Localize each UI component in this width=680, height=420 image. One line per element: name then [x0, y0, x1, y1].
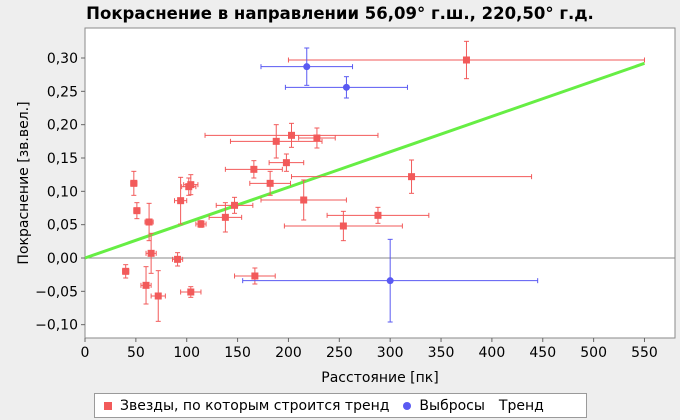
star-point: [133, 207, 141, 215]
star-point: [374, 211, 382, 219]
x-tick-label: 500: [580, 345, 607, 361]
x-tick-label: 400: [479, 345, 506, 361]
x-tick-label: 350: [428, 345, 455, 361]
x-tick-label: 0: [81, 345, 90, 361]
x-tick-label: 200: [275, 345, 302, 361]
star-point: [145, 218, 153, 226]
star-point: [272, 137, 280, 145]
legend-item-trend: Тренд: [499, 398, 544, 414]
y-tick-label: 0,25: [47, 84, 78, 100]
y-tick-label: 0,30: [47, 51, 78, 67]
legend-label-outliers: Выбросы: [419, 397, 485, 414]
star-point: [187, 181, 195, 189]
x-axis: 0 50 100 150 200 250 300 350 400 450 500 550: [81, 338, 658, 361]
trend-layer: [84, 61, 645, 260]
outlier-point: [303, 63, 311, 71]
legend-item-stars: Звезды, по которым строится тренд: [104, 398, 389, 414]
y-axis: −0,10 −0,05 0,00 0,05 0,10 0,15 0,20 0,25 0,30: [35, 51, 85, 334]
star-point: [197, 220, 205, 228]
x-tick-label: 150: [224, 345, 251, 361]
star-point: [221, 213, 229, 221]
x-tick-label: 50: [127, 345, 145, 361]
y-tick-label: −0,05: [35, 284, 78, 300]
x-tick-label: 550: [631, 345, 658, 361]
legend-label-stars: Звезды, по которым строится тренд: [120, 397, 390, 414]
x-tick-label: 300: [377, 345, 404, 361]
legend-item-outliers: Выбросы: [403, 398, 485, 414]
star-point: [250, 165, 258, 173]
star-point: [177, 197, 185, 205]
y-tick-label: 0,00: [47, 251, 78, 267]
x-tick-label: 100: [173, 345, 200, 361]
legend-circle-marker: [403, 401, 412, 410]
x-tick-label: 250: [326, 345, 353, 361]
star-point: [142, 281, 150, 289]
star-point: [231, 201, 239, 209]
star-point: [147, 249, 155, 257]
y-axis-label: Покраснение [зв.вел.]: [16, 101, 32, 264]
star-point: [282, 159, 290, 167]
outlier-point: [342, 83, 350, 91]
star-point: [122, 267, 130, 275]
star-point: [266, 179, 274, 187]
y-tick-label: 0,05: [47, 218, 78, 234]
x-tick-label: 450: [529, 345, 556, 361]
star-point: [300, 196, 308, 204]
star-point: [408, 173, 416, 181]
outlier-point: [386, 277, 394, 285]
star-point: [187, 288, 195, 296]
y-tick-label: 0,10: [47, 184, 78, 200]
y-tick-label: 0,20: [47, 118, 78, 134]
legend: Звезды, по которым строится тренд Выброс…: [94, 393, 587, 418]
plot-area: [84, 27, 676, 339]
star-point: [174, 255, 182, 263]
x-axis-label: Расстояние [пк]: [321, 370, 438, 386]
star-point: [130, 179, 138, 187]
legend-square-marker: [104, 401, 112, 410]
y-tick-label: 0,15: [47, 151, 78, 167]
star-point: [251, 272, 259, 280]
legend-label-trend: Тренд: [498, 397, 544, 414]
star-point: [339, 222, 347, 230]
y-tick-label: −0,10: [35, 318, 78, 334]
star-point: [462, 56, 470, 64]
marker-layer: [122, 56, 470, 300]
chart-title: Покраснение в направлении 56,09° г.ш., 2…: [86, 4, 594, 23]
star-point: [154, 292, 162, 300]
trend-line: [84, 61, 645, 260]
star-point: [313, 134, 321, 142]
star-point: [288, 131, 295, 139]
